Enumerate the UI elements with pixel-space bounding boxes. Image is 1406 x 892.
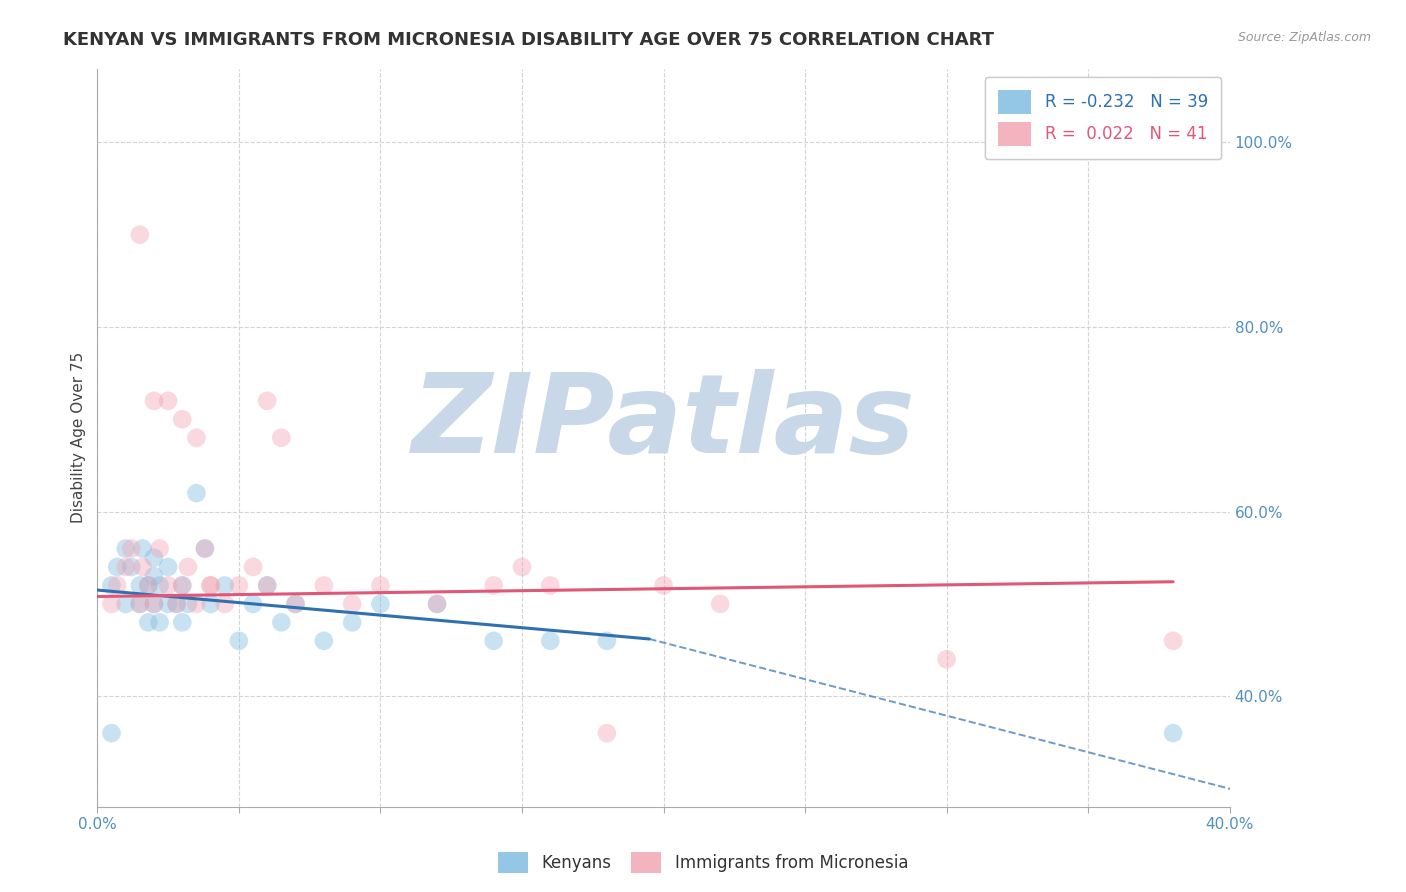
Point [256,578,278,592]
Point [120,541,142,556]
Point [157,393,180,408]
Point [256,578,278,592]
Point [143,597,166,611]
Point [157,560,180,574]
Point [596,726,619,740]
Point [228,578,250,592]
Point [194,541,217,556]
Point [114,597,136,611]
Point [114,541,136,556]
Point [143,393,166,408]
Point [149,615,172,630]
Point [177,597,200,611]
Point [143,550,166,565]
Point [120,560,142,574]
Point [172,578,194,592]
Point [538,578,561,592]
Point [256,393,278,408]
Point [312,578,335,592]
Legend: Kenyans, Immigrants from Micronesia: Kenyans, Immigrants from Micronesia [491,846,915,880]
Y-axis label: Disability Age Over 75: Disability Age Over 75 [72,352,86,524]
Point [200,578,222,592]
Point [214,597,236,611]
Point [136,578,159,592]
Point [370,597,392,611]
Point [172,412,194,426]
Point [172,615,194,630]
Point [100,597,122,611]
Point [538,633,561,648]
Point [100,726,122,740]
Point [186,597,208,611]
Point [149,541,172,556]
Point [114,560,136,574]
Point [270,615,292,630]
Point [166,597,188,611]
Point [340,615,363,630]
Point [194,541,217,556]
Point [128,227,150,242]
Point [652,578,675,592]
Point [157,578,180,592]
Point [340,597,363,611]
Point [149,578,172,592]
Text: ZIPatlas: ZIPatlas [412,369,915,476]
Point [143,597,166,611]
Text: Source: ZipAtlas.com: Source: ZipAtlas.com [1237,31,1371,45]
Point [284,597,307,611]
Point [510,560,533,574]
Point [312,633,335,648]
Point [935,652,957,666]
Point [242,597,264,611]
Point [709,597,731,611]
Point [284,597,307,611]
Point [172,578,194,592]
Legend: R = -0.232   N = 39, R =  0.022   N = 41: R = -0.232 N = 39, R = 0.022 N = 41 [984,77,1222,159]
Point [270,431,292,445]
Point [482,578,505,592]
Point [128,597,150,611]
Point [242,560,264,574]
Point [100,578,122,592]
Point [105,560,128,574]
Point [228,633,250,648]
Point [143,569,166,583]
Point [596,633,619,648]
Point [370,578,392,592]
Point [131,541,153,556]
Point [214,578,236,592]
Point [426,597,449,611]
Point [426,597,449,611]
Point [128,597,150,611]
Point [186,431,208,445]
Point [105,578,128,592]
Point [482,633,505,648]
Point [1161,726,1184,740]
Point [186,486,208,500]
Point [128,578,150,592]
Point [200,578,222,592]
Text: KENYAN VS IMMIGRANTS FROM MICRONESIA DISABILITY AGE OVER 75 CORRELATION CHART: KENYAN VS IMMIGRANTS FROM MICRONESIA DIS… [63,31,994,49]
Point [136,615,159,630]
Point [136,578,159,592]
Point [157,597,180,611]
Point [166,597,188,611]
Point [131,560,153,574]
Point [200,597,222,611]
Point [177,560,200,574]
Point [1161,633,1184,648]
